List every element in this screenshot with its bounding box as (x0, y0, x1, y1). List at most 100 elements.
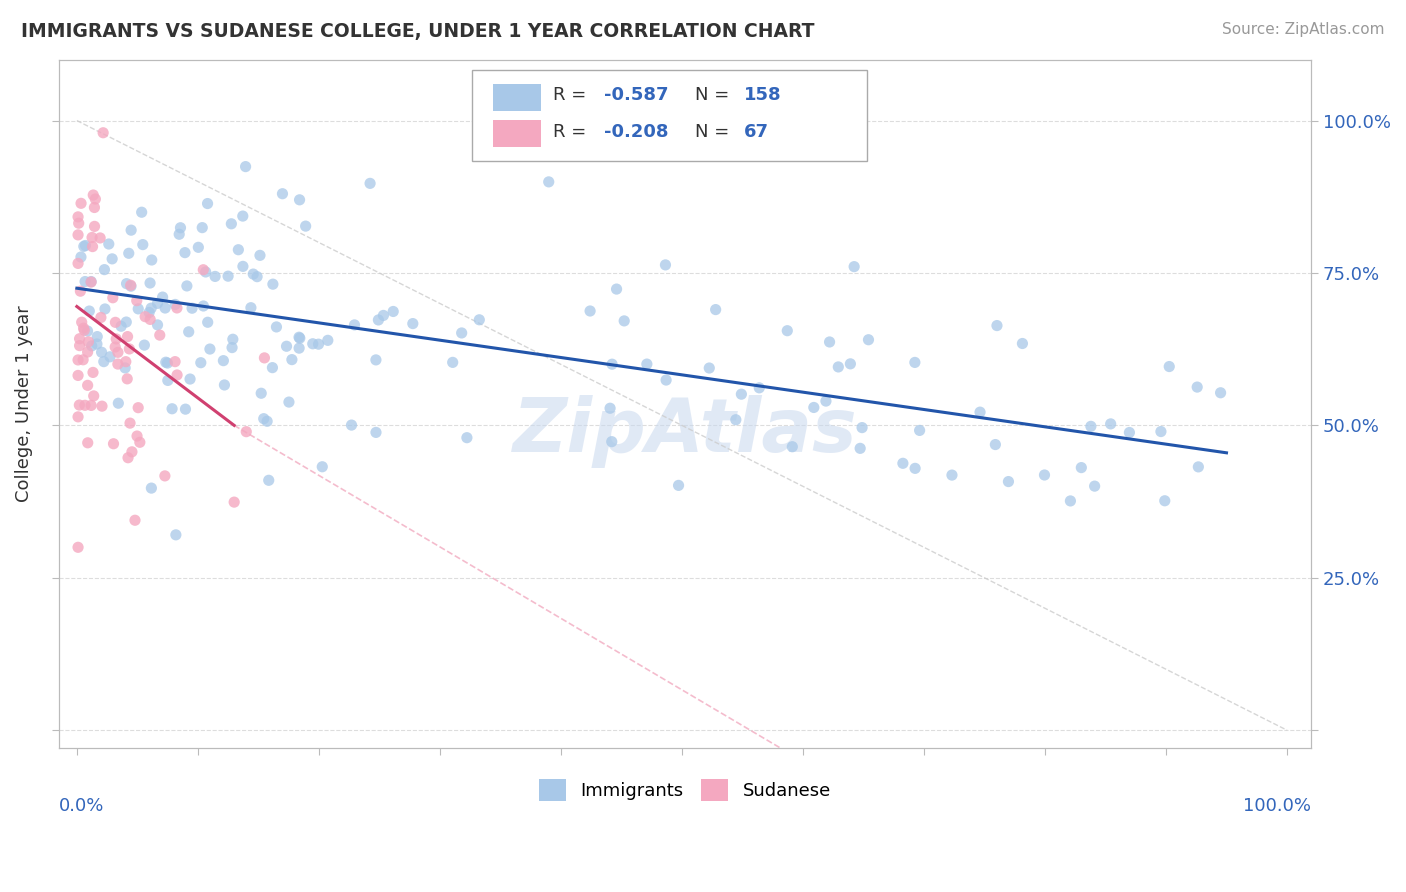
Point (724, 413, 747, 427)
Point (76, 378, 98, 392)
Point (138, 305, 160, 319)
Point (851, 420, 873, 434)
Point (117, 329, 139, 343)
Point (174, 245, 197, 260)
Text: -0.587: -0.587 (603, 87, 668, 104)
Point (118, 246, 141, 260)
Point (197, 315, 219, 329)
Point (276, 339, 298, 353)
Point (1011, 336, 1033, 351)
Point (75, 238, 97, 252)
Point (80, 230, 103, 244)
Point (1185, 380, 1208, 394)
Point (141, 481, 163, 495)
Point (134, 338, 156, 352)
Point (891, 456, 914, 470)
Point (127, 301, 149, 316)
Point (468, 313, 491, 327)
Point (176, 279, 198, 293)
Point (67, 353, 90, 368)
Point (1099, 417, 1122, 431)
Point (359, 177, 381, 191)
Y-axis label: College, Under 1 year: College, Under 1 year (15, 306, 32, 502)
Point (600, 434, 623, 449)
Point (242, 267, 264, 281)
Point (127, 401, 149, 415)
Point (124, 513, 146, 527)
Point (165, 297, 187, 311)
Point (141, 252, 163, 267)
Point (82, 188, 104, 202)
Point (1150, 425, 1173, 439)
Point (73, 323, 96, 337)
Point (179, 372, 201, 386)
FancyBboxPatch shape (494, 120, 541, 147)
Point (228, 243, 250, 257)
Point (204, 269, 226, 284)
Point (214, 378, 236, 392)
Point (166, 368, 188, 382)
Point (103, 436, 125, 450)
Point (86, 337, 108, 351)
Point (80, 339, 103, 353)
Point (537, 175, 560, 189)
Point (294, 219, 316, 233)
Point (86, 329, 108, 343)
Point (89, 231, 111, 245)
Point (908, 424, 931, 438)
Point (262, 277, 284, 292)
Point (153, 301, 176, 315)
Point (655, 373, 678, 387)
Point (311, 459, 333, 474)
Text: 158: 158 (744, 87, 782, 104)
Point (156, 356, 179, 370)
Point (132, 237, 155, 252)
Point (776, 324, 799, 338)
Point (69, 332, 91, 346)
Point (114, 360, 136, 375)
Point (146, 296, 169, 310)
Point (257, 473, 280, 487)
Point (858, 333, 880, 347)
Point (1084, 479, 1107, 493)
Point (104, 315, 127, 329)
Point (288, 330, 311, 344)
Point (91, 399, 114, 413)
Point (986, 318, 1008, 333)
Point (1070, 460, 1092, 475)
Point (613, 314, 636, 328)
Point (107, 396, 129, 410)
Point (232, 209, 254, 223)
Point (72, 352, 94, 367)
Point (75, 275, 97, 289)
Point (288, 193, 311, 207)
Legend: Immigrants, Sudanese: Immigrants, Sudanese (531, 772, 838, 808)
Point (156, 373, 179, 387)
Point (83, 219, 105, 234)
Point (844, 260, 866, 274)
Point (301, 336, 323, 351)
Point (134, 310, 156, 324)
Point (101, 252, 124, 266)
Point (80, 398, 103, 412)
Point (599, 401, 621, 416)
Point (153, 469, 176, 483)
Point (232, 260, 254, 274)
Point (782, 440, 804, 454)
Text: 100.0%: 100.0% (1243, 797, 1312, 814)
Point (118, 416, 141, 430)
Point (67, 541, 90, 555)
Point (316, 334, 339, 348)
Point (174, 402, 197, 417)
Point (668, 478, 690, 492)
Point (155, 355, 177, 369)
Point (235, 160, 257, 174)
Point (221, 341, 243, 355)
Point (1187, 459, 1209, 474)
Point (224, 495, 246, 509)
Text: IMMIGRANTS VS SUDANESE COLLEGE, UNDER 1 YEAR CORRELATION CHART: IMMIGRANTS VS SUDANESE COLLEGE, UNDER 1 … (21, 22, 814, 41)
Point (340, 418, 363, 433)
Point (271, 186, 294, 201)
Point (69, 284, 91, 298)
Point (402, 317, 425, 331)
